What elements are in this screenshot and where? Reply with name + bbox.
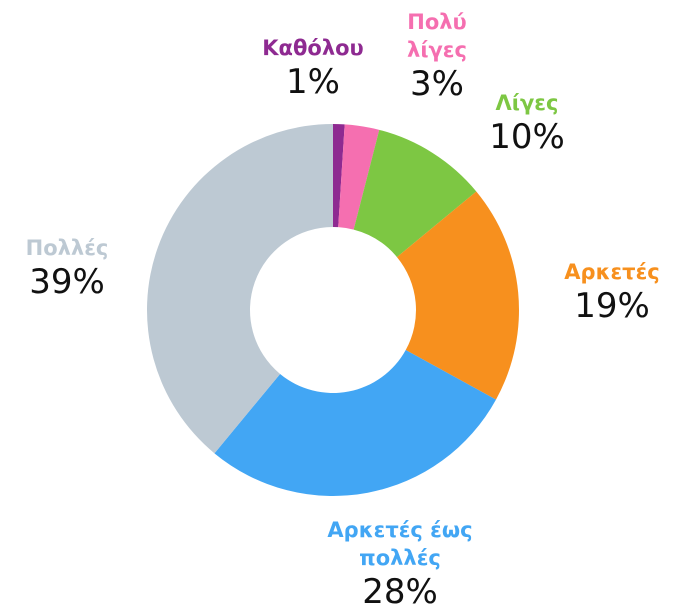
slice-label: Καθόλου 1% xyxy=(243,34,383,102)
value-label: 39% xyxy=(29,262,105,302)
slice-label: Πολλές 39% xyxy=(2,234,132,302)
category-label: Αρκετές xyxy=(564,260,660,284)
value-label: 3% xyxy=(410,64,464,104)
slice-label: Πολύ λίγες 3% xyxy=(387,8,487,104)
slice xyxy=(333,124,345,228)
category-label: Πολύ λίγες xyxy=(407,10,467,62)
category-label: Πολλές xyxy=(25,236,109,260)
value-label: 28% xyxy=(362,572,438,612)
slice xyxy=(338,124,380,230)
category-label: Καθόλου xyxy=(262,36,364,60)
slice xyxy=(353,129,477,258)
slice xyxy=(214,349,496,496)
slice-label: Λίγες 10% xyxy=(467,89,587,157)
slice-label: Αρκετές 19% xyxy=(547,258,676,326)
slice xyxy=(396,191,519,400)
category-label: Λίγες xyxy=(495,91,559,115)
value-label: 1% xyxy=(286,62,340,102)
value-label: 10% xyxy=(489,117,565,157)
slice-label: Αρκετές έως πολλές 28% xyxy=(300,516,500,612)
category-label: Αρκετές έως πολλές xyxy=(327,518,473,570)
value-label: 19% xyxy=(574,286,650,326)
slice xyxy=(147,124,333,454)
